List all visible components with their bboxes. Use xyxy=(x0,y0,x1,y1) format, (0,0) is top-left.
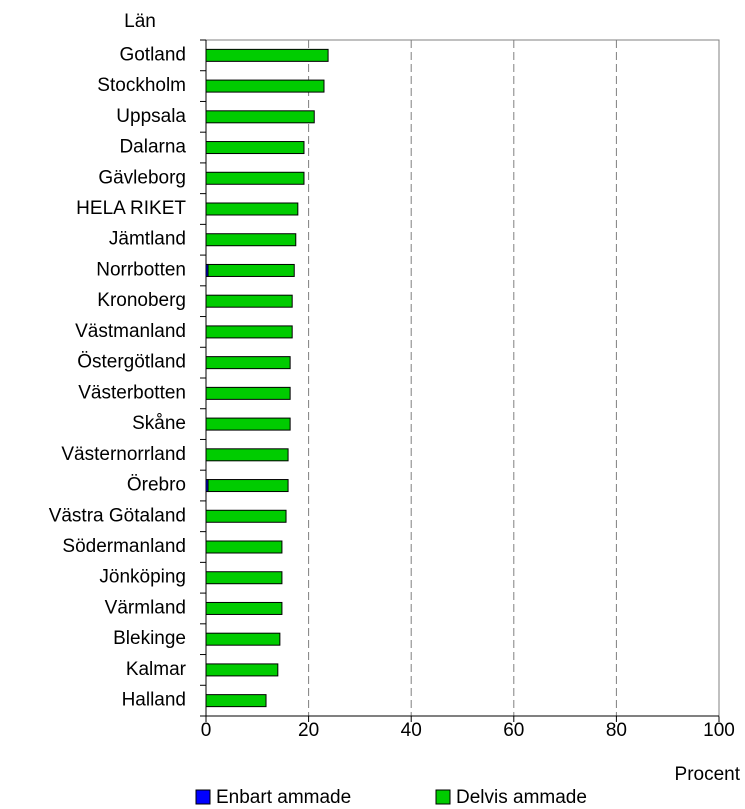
bar xyxy=(205,202,299,216)
x-tick-label: 40 xyxy=(401,720,422,741)
y-tick-label: Blekinge xyxy=(113,628,186,649)
bar xyxy=(205,540,283,554)
bar xyxy=(207,263,295,277)
bar xyxy=(205,601,283,615)
bar xyxy=(205,233,297,247)
bar xyxy=(205,141,305,155)
bar xyxy=(205,386,291,400)
y-tick-label: Dalarna xyxy=(119,137,186,158)
x-tick-label: 0 xyxy=(201,720,212,741)
y-tick-label: HELA RIKET xyxy=(76,198,186,219)
legend-swatch xyxy=(435,789,451,805)
x-tick-label: 80 xyxy=(606,720,627,741)
bar xyxy=(205,632,281,646)
y-tick-label: Västra Götaland xyxy=(49,505,186,526)
y-tick-label: Västernorrland xyxy=(61,444,186,465)
y-tick-label: Norrbotten xyxy=(96,259,186,280)
bar xyxy=(205,571,283,585)
x-tick-label: 60 xyxy=(503,720,524,741)
y-tick-label: Örebro xyxy=(127,475,186,496)
bar xyxy=(205,110,315,124)
y-tick-label: Västmanland xyxy=(75,321,186,342)
y-tick-label: Gävleborg xyxy=(98,167,186,188)
bar xyxy=(205,325,293,339)
y-tick-label: Uppsala xyxy=(116,106,186,127)
legend-swatch xyxy=(195,789,211,805)
y-tick-label: Kalmar xyxy=(126,659,187,680)
x-tick-label: 20 xyxy=(298,720,319,741)
y-tick-label: Skåne xyxy=(132,413,186,434)
x-axis-label: Procent xyxy=(675,764,741,785)
bar xyxy=(205,171,305,185)
y-tick-label: Stockholm xyxy=(97,75,186,96)
y-tick-label: Kronoberg xyxy=(97,290,186,311)
y-tick-label: Värmland xyxy=(105,597,186,618)
bar xyxy=(205,294,293,308)
legend-label: Enbart ammade xyxy=(216,787,351,808)
y-axis-label: Län xyxy=(124,11,156,32)
bar xyxy=(205,417,291,431)
bar xyxy=(205,663,279,677)
y-tick-label: Södermanland xyxy=(62,536,186,557)
bar xyxy=(205,509,287,523)
bar xyxy=(205,79,325,93)
bar xyxy=(205,448,289,462)
y-tick-label: Gotland xyxy=(119,44,186,65)
bar xyxy=(205,48,329,62)
y-tick-label: Jämtland xyxy=(109,229,186,250)
bar xyxy=(207,479,289,493)
legend-label: Delvis ammade xyxy=(456,787,587,808)
y-tick-label: Jönköping xyxy=(99,567,186,588)
bar xyxy=(205,356,291,370)
bar xyxy=(205,694,267,708)
y-tick-label: Östergötland xyxy=(77,352,186,373)
y-tick-label: Västerbotten xyxy=(78,382,186,403)
x-tick-label: 100 xyxy=(703,720,735,741)
y-tick-label: Halland xyxy=(122,690,186,711)
